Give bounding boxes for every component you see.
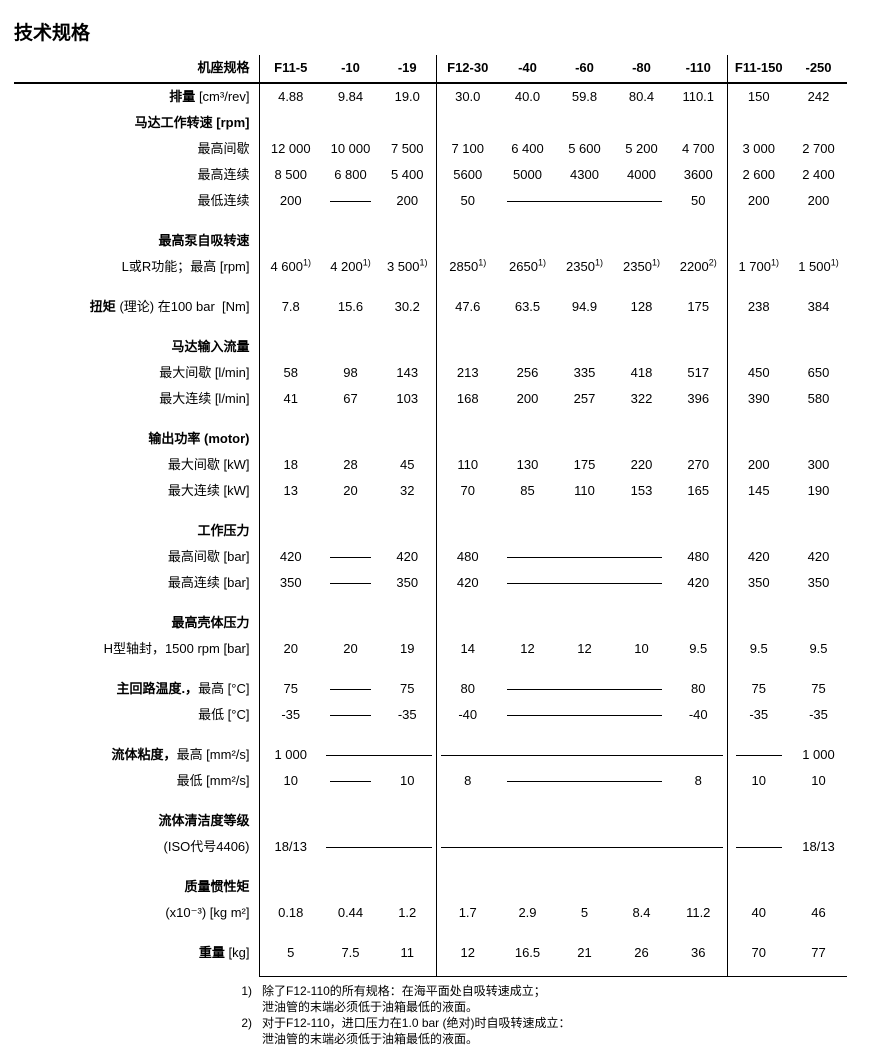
row-weight: 重量 [kg] 5 7.5 11 12 16.5 21 26 36 70 77: [14, 940, 847, 966]
page-title: 技术规格: [14, 18, 866, 45]
col-header: F11-150: [727, 55, 790, 83]
col-header: -60: [556, 55, 613, 83]
col-header: -40: [499, 55, 556, 83]
row-torque: 扭矩 (理论) 在100 bar [Nm] 7.8 15.6 30.2 47.6…: [14, 294, 847, 320]
row-motorspeed-header: 马达工作转速 [rpm]: [14, 110, 847, 136]
row-label: 流体粘度，最高 [mm²/s]: [14, 742, 259, 768]
row-label: 最大连续 [l/min]: [14, 386, 259, 412]
row-label: 重量 [kg]: [14, 940, 259, 966]
col-header: -250: [790, 55, 847, 83]
row-inputflow-header: 马达输入流量: [14, 334, 847, 360]
section-header: 质量惯性矩: [14, 874, 259, 900]
row-label: 最大连续 [kW]: [14, 478, 259, 504]
row-casepressure-header: 最高壳体压力: [14, 610, 847, 636]
row-displacement: 排量 [cm³/rev] 4.88 9.84 19.0 30.0 40.0 59…: [14, 84, 847, 110]
row-label: 扭矩 (理论) 在100 bar [Nm]: [14, 294, 259, 320]
row-label: (ISO代号4406): [14, 834, 259, 860]
row-label: 最低 [°C]: [14, 702, 259, 728]
row-oppressure-maxcont: 最高连续 [bar] 350 350 420 420 350 350: [14, 570, 847, 596]
row-maintemp-max: 主回路温度.，最高 [°C] 75 75 80 80 75 75: [14, 676, 847, 702]
row-label: 最低连续: [14, 188, 259, 214]
row-selfpriming: L或R功能；最高 [rpm] 4 6001) 4 2001) 3 5001) 2…: [14, 254, 847, 280]
spec-table: 机座规格 F11-5 -10 -19 F12-30 -40 -60 -80 -1…: [14, 55, 847, 977]
row-label: 最低 [mm²/s]: [14, 768, 259, 794]
header-row: 机座规格 F11-5 -10 -19 F12-30 -40 -60 -80 -1…: [14, 55, 847, 83]
section-header: 马达工作转速 [rpm]: [14, 110, 259, 136]
row-label: 最高连续: [14, 162, 259, 188]
row-cleanliness: (ISO代号4406) 18/13 18/13: [14, 834, 847, 860]
row-maintemp-min: 最低 [°C] -35 -35 -40 -40 -35 -35: [14, 702, 847, 728]
row-label: 最高连续 [bar]: [14, 570, 259, 596]
section-header: 最高壳体压力: [14, 610, 259, 636]
row-outputpower-maxint: 最大间歇 [kW] 18 28 45 110 130 175 220 270 2…: [14, 452, 847, 478]
row-oppressure-header: 工作压力: [14, 518, 847, 544]
col-header: -10: [322, 55, 379, 83]
row-label: L或R功能；最高 [rpm]: [14, 254, 259, 280]
col-header: -19: [379, 55, 436, 83]
col-header: F12-30: [436, 55, 499, 83]
row-inertia: (x10⁻³) [kg m²] 0.18 0.44 1.2 1.7 2.9 5 …: [14, 900, 847, 926]
row-selfpriming-header: 最高泵自吸转速: [14, 228, 847, 254]
row-cleanliness-header: 流体清洁度等级: [14, 808, 847, 834]
row-motorspeed-mincont: 最低连续 200 200 50 50 200 200: [14, 188, 847, 214]
row-label: 最大间歇 [kW]: [14, 452, 259, 478]
row-viscosity-min: 最低 [mm²/s] 10 10 8 8 10 10: [14, 768, 847, 794]
row-label: 最高间歇 [bar]: [14, 544, 259, 570]
row-label: 排量 [cm³/rev]: [14, 84, 259, 110]
row-oppressure-maxint: 最高间歇 [bar] 420 420 480 480 420 420: [14, 544, 847, 570]
section-header: 流体清洁度等级: [14, 808, 259, 834]
row-outputpower-header: 输出功率 (motor): [14, 426, 847, 452]
footnotes: 1) 除了F12-110的所有规格：在海平面处自吸转速成立； 泄油管的末端必须低…: [224, 983, 866, 1048]
row-label: 主回路温度.，最高 [°C]: [14, 676, 259, 702]
col-header: F11-5: [259, 55, 322, 83]
frame-size-label: 机座规格: [14, 55, 259, 83]
row-casepressure: H型轴封，1500 rpm [bar] 20 20 19 14 12 12 10…: [14, 636, 847, 662]
row-label: (x10⁻³) [kg m²]: [14, 900, 259, 926]
footnote-2: 2) 对于F12-110，进口压力在1.0 bar (绝对)时自吸转速成立： 泄…: [224, 1015, 866, 1047]
row-inputflow-maxint: 最大间歇 [l/min] 58 98 143 213 256 335 418 5…: [14, 360, 847, 386]
row-viscosity-max: 流体粘度，最高 [mm²/s] 1 000 1 000: [14, 742, 847, 768]
row-inertia-header: 质量惯性矩: [14, 874, 847, 900]
row-outputpower-maxcont: 最大连续 [kW] 13 20 32 70 85 110 153 165 145…: [14, 478, 847, 504]
footnote-1: 1) 除了F12-110的所有规格：在海平面处自吸转速成立； 泄油管的末端必须低…: [224, 983, 866, 1015]
row-motorspeed-maxcont: 最高连续 8 500 6 800 5 400 5600 5000 4300 40…: [14, 162, 847, 188]
row-motorspeed-maxint: 最高间歇 12 000 10 000 7 500 7 100 6 400 5 6…: [14, 136, 847, 162]
section-header: 工作压力: [14, 518, 259, 544]
row-label: H型轴封，1500 rpm [bar]: [14, 636, 259, 662]
section-header: 输出功率 (motor): [14, 426, 259, 452]
row-label: 最大间歇 [l/min]: [14, 360, 259, 386]
row-label: 最高间歇: [14, 136, 259, 162]
col-header: -80: [613, 55, 670, 83]
col-header: -110: [670, 55, 727, 83]
row-inputflow-maxcont: 最大连续 [l/min] 41 67 103 168 200 257 322 3…: [14, 386, 847, 412]
section-header: 马达输入流量: [14, 334, 259, 360]
section-header: 最高泵自吸转速: [14, 228, 259, 254]
